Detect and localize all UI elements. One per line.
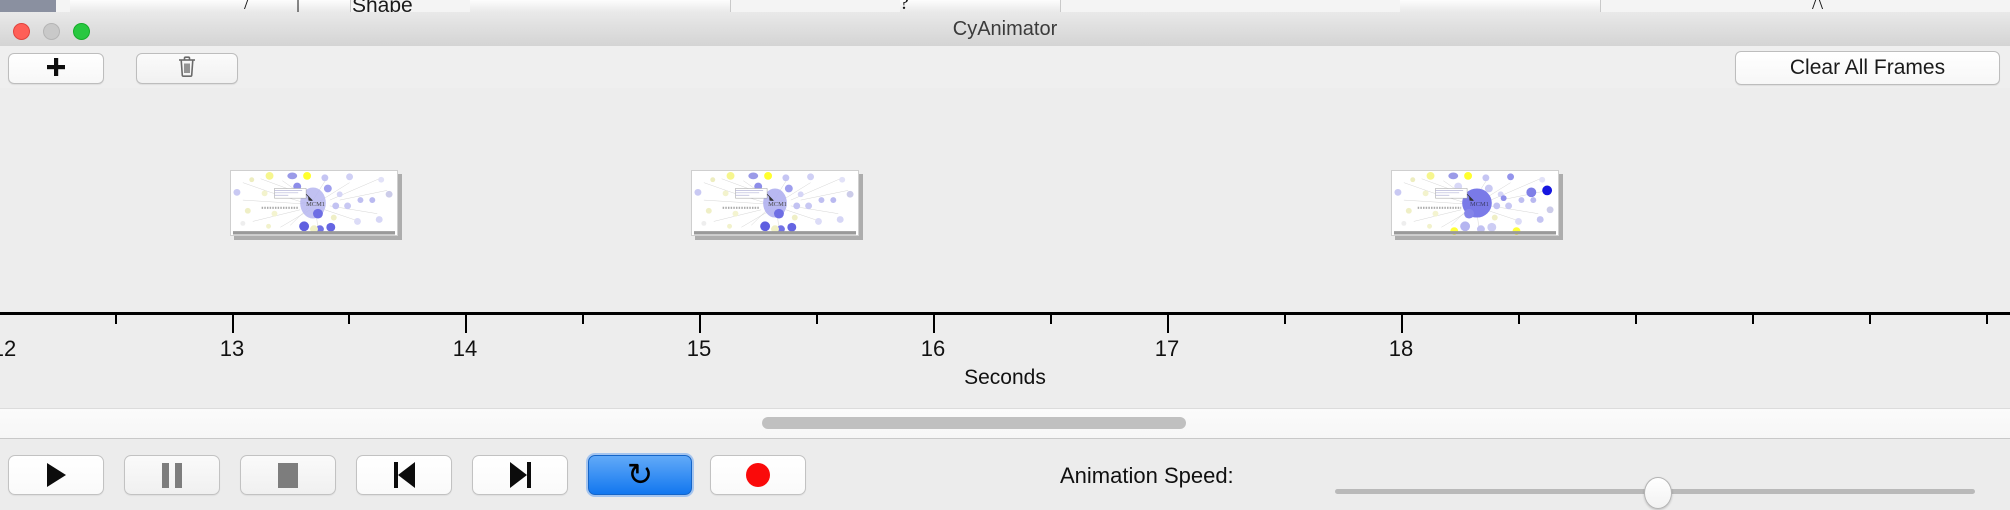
background-glyph: ? <box>900 0 909 13</box>
timeline-panel[interactable]: MCM1 <box>0 88 2010 408</box>
axis-tick-label: 17 <box>1154 336 1180 361</box>
skip-back-button[interactable] <box>356 455 452 495</box>
background-cell <box>1400 0 1601 12</box>
trash-icon <box>177 55 197 83</box>
axis-major-tick <box>933 315 935 333</box>
scrollbar-thumb[interactable] <box>762 417 1186 429</box>
pause-button[interactable] <box>124 455 220 495</box>
svg-text:MCM1: MCM1 <box>1470 201 1489 208</box>
close-button[interactable] <box>13 23 30 40</box>
axis-minor-tick <box>1284 315 1286 324</box>
stop-icon <box>278 462 298 488</box>
axis-title: Seconds <box>964 366 1046 389</box>
clear-all-frames-label: Clear All Frames <box>1789 56 1946 79</box>
timeline-scrollbar[interactable] <box>0 408 2010 440</box>
delete-frame-button[interactable] <box>136 53 238 84</box>
axis-minor-tick <box>1518 315 1520 324</box>
add-frame-button[interactable] <box>8 53 104 84</box>
timeline-frame-thumbnail[interactable]: MCM1 <box>230 170 398 236</box>
axis-major-tick <box>699 315 701 333</box>
background-glyph: | <box>296 0 301 13</box>
skip-forward-icon <box>509 462 531 488</box>
loop-button[interactable]: ↻ <box>588 455 692 495</box>
axis-tick-label: 15 <box>686 336 712 361</box>
svg-text:MCM1: MCM1 <box>306 201 325 208</box>
background-glyph: / <box>244 0 250 13</box>
page-title: CyAnimator <box>952 18 1058 40</box>
play-button[interactable] <box>8 455 104 495</box>
background-window-selection <box>0 0 56 12</box>
axis-tick-label: 14 <box>452 336 478 361</box>
plus-icon <box>45 56 67 82</box>
background-cell <box>300 0 351 12</box>
timeline-frame-thumbnail[interactable]: MCM1 <box>1391 170 1559 236</box>
background-cell <box>180 0 251 12</box>
background-cell <box>70 0 181 12</box>
axis-minor-tick <box>348 315 350 324</box>
axis-major-tick <box>1167 315 1169 333</box>
skip-forward-button[interactable] <box>472 455 568 495</box>
axis-minor-tick <box>1986 315 1988 324</box>
timeline-axis-line <box>0 312 2010 315</box>
record-button[interactable] <box>710 455 806 495</box>
background-cell <box>470 0 731 12</box>
title-bar: CyAnimator <box>0 12 2010 47</box>
axis-tick-label: 12 <box>0 336 17 361</box>
background-glyph: /\ <box>1812 0 1824 13</box>
timeline-frame-thumbnail[interactable]: MCM1 <box>691 170 859 236</box>
animation-speed-slider-thumb[interactable] <box>1644 477 1672 509</box>
axis-minor-tick <box>1752 315 1754 324</box>
background-cell <box>250 0 301 12</box>
axis-major-tick <box>232 315 234 333</box>
axis-minor-tick <box>582 315 584 324</box>
axis-minor-tick <box>1635 315 1637 324</box>
axis-tick-label: 13 <box>219 336 245 361</box>
axis-minor-tick <box>1869 315 1871 324</box>
play-icon <box>46 463 66 487</box>
animation-speed-label: Animation Speed: <box>1060 463 1234 488</box>
background-cell <box>900 0 1061 12</box>
axis-tick-label: 16 <box>920 336 946 361</box>
background-window-text: Shape <box>352 0 413 13</box>
skip-back-icon <box>393 462 415 488</box>
maximize-button[interactable] <box>73 23 90 40</box>
axis-major-tick <box>465 315 467 333</box>
svg-text:MCM1: MCM1 <box>768 201 787 208</box>
stop-button[interactable] <box>240 455 336 495</box>
clear-all-frames-button[interactable]: Clear All Frames <box>1735 51 2000 85</box>
axis-tick-label: 18 <box>1388 336 1414 361</box>
axis-major-tick <box>1401 315 1403 333</box>
axis-minor-tick <box>1050 315 1052 324</box>
record-icon <box>746 463 770 487</box>
loop-icon: ↻ <box>627 456 653 493</box>
transport-bar: ↻ Animation Speed: <box>0 438 2010 510</box>
minimize-button[interactable] <box>43 23 60 40</box>
axis-minor-tick <box>816 315 818 324</box>
axis-minor-tick <box>115 315 117 324</box>
toolbar: Clear All Frames <box>0 46 2010 89</box>
background-window-strip: / | ? /\ Shape <box>0 0 2010 13</box>
pause-icon <box>162 462 182 488</box>
